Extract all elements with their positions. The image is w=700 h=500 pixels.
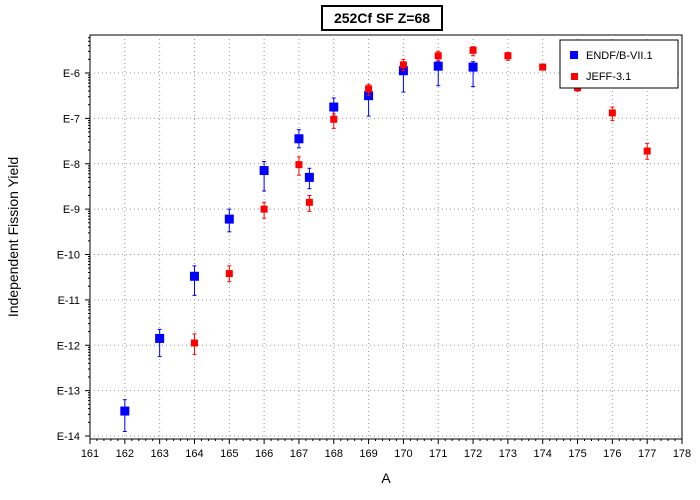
chart-title: 252Cf SF Z=68 <box>321 5 443 31</box>
y-tick-label: E-14 <box>57 431 80 443</box>
x-tick-label: 161 <box>81 448 99 460</box>
grid <box>90 35 682 439</box>
data-point <box>189 271 199 281</box>
data-point <box>330 115 338 123</box>
series-layer <box>120 46 651 432</box>
y-tick-label: E-12 <box>57 340 80 352</box>
data-point <box>260 205 268 213</box>
data-point <box>434 52 442 60</box>
data-point <box>329 102 339 112</box>
data-point <box>365 85 373 93</box>
series-jeff <box>190 46 651 355</box>
x-tick-label: 176 <box>603 448 621 460</box>
data-point <box>120 406 130 416</box>
y-tick-label: E-10 <box>57 250 80 262</box>
y-tick-label: E-13 <box>57 386 80 398</box>
data-point <box>295 161 303 169</box>
y-tick-label: E-7 <box>63 113 80 125</box>
data-point <box>608 109 616 117</box>
x-tick-label: 171 <box>429 448 447 460</box>
y-tick-label: E-11 <box>58 295 80 307</box>
x-tick-label: 170 <box>394 448 412 460</box>
data-point <box>433 61 443 71</box>
data-point <box>225 270 233 278</box>
x-axis-title: A <box>381 470 391 486</box>
x-tick-label: 169 <box>359 448 377 460</box>
data-point <box>469 46 477 54</box>
chart-title-text: 252Cf SF Z=68 <box>334 10 430 26</box>
data-point <box>190 339 198 347</box>
legend-label-jeff: JEFF-3.1 <box>586 71 631 83</box>
legend-box <box>559 39 679 89</box>
x-tick-label: 173 <box>499 448 517 460</box>
chart-title-box <box>321 5 443 31</box>
legend-marker-jeff <box>571 73 578 80</box>
x-tick-label: 177 <box>638 448 656 460</box>
data-point <box>259 166 269 176</box>
x-tick-label: 165 <box>220 448 238 460</box>
y-tick-label: E-8 <box>63 159 80 171</box>
y-tick-label: E-9 <box>63 204 80 216</box>
data-point <box>643 147 651 155</box>
y-tick-label: E-6 <box>63 68 80 80</box>
x-tick-label: 162 <box>116 448 134 460</box>
data-point <box>539 63 547 71</box>
x-axis: 161 162 163 164 165 166 167 168 169 170 171 172 173 1… <box>81 439 691 460</box>
legend: ENDF/B-VII.1 JEFF-3.1 <box>559 39 679 89</box>
data-point <box>224 214 234 224</box>
x-tick-label: 175 <box>568 448 586 460</box>
x-tick-label: 178 <box>673 448 691 460</box>
x-tick-label: 168 <box>325 448 343 460</box>
x-tick-label: 174 <box>534 448 552 460</box>
data-point <box>155 333 165 343</box>
data-point <box>399 61 407 69</box>
data-point <box>468 62 478 72</box>
y-axis-title: Independent Fission Yield <box>5 157 21 317</box>
y-axis: E-14 E-13 E-12 E-11 E-10 E-9 E-8 E-7 E-6 <box>57 37 90 443</box>
x-tick-label: 163 <box>150 448 168 460</box>
data-point <box>305 198 313 206</box>
data-point <box>294 134 304 144</box>
x-tick-label: 164 <box>185 448 203 460</box>
x-tick-label: 172 <box>464 448 482 460</box>
x-tick-label: 166 <box>255 448 273 460</box>
data-point <box>304 172 314 182</box>
legend-marker-endf <box>570 51 578 59</box>
plot-area <box>89 34 683 440</box>
x-tick-label: 167 <box>290 448 308 460</box>
legend-label-endf: ENDF/B-VII.1 <box>586 50 653 62</box>
data-point <box>504 52 512 60</box>
